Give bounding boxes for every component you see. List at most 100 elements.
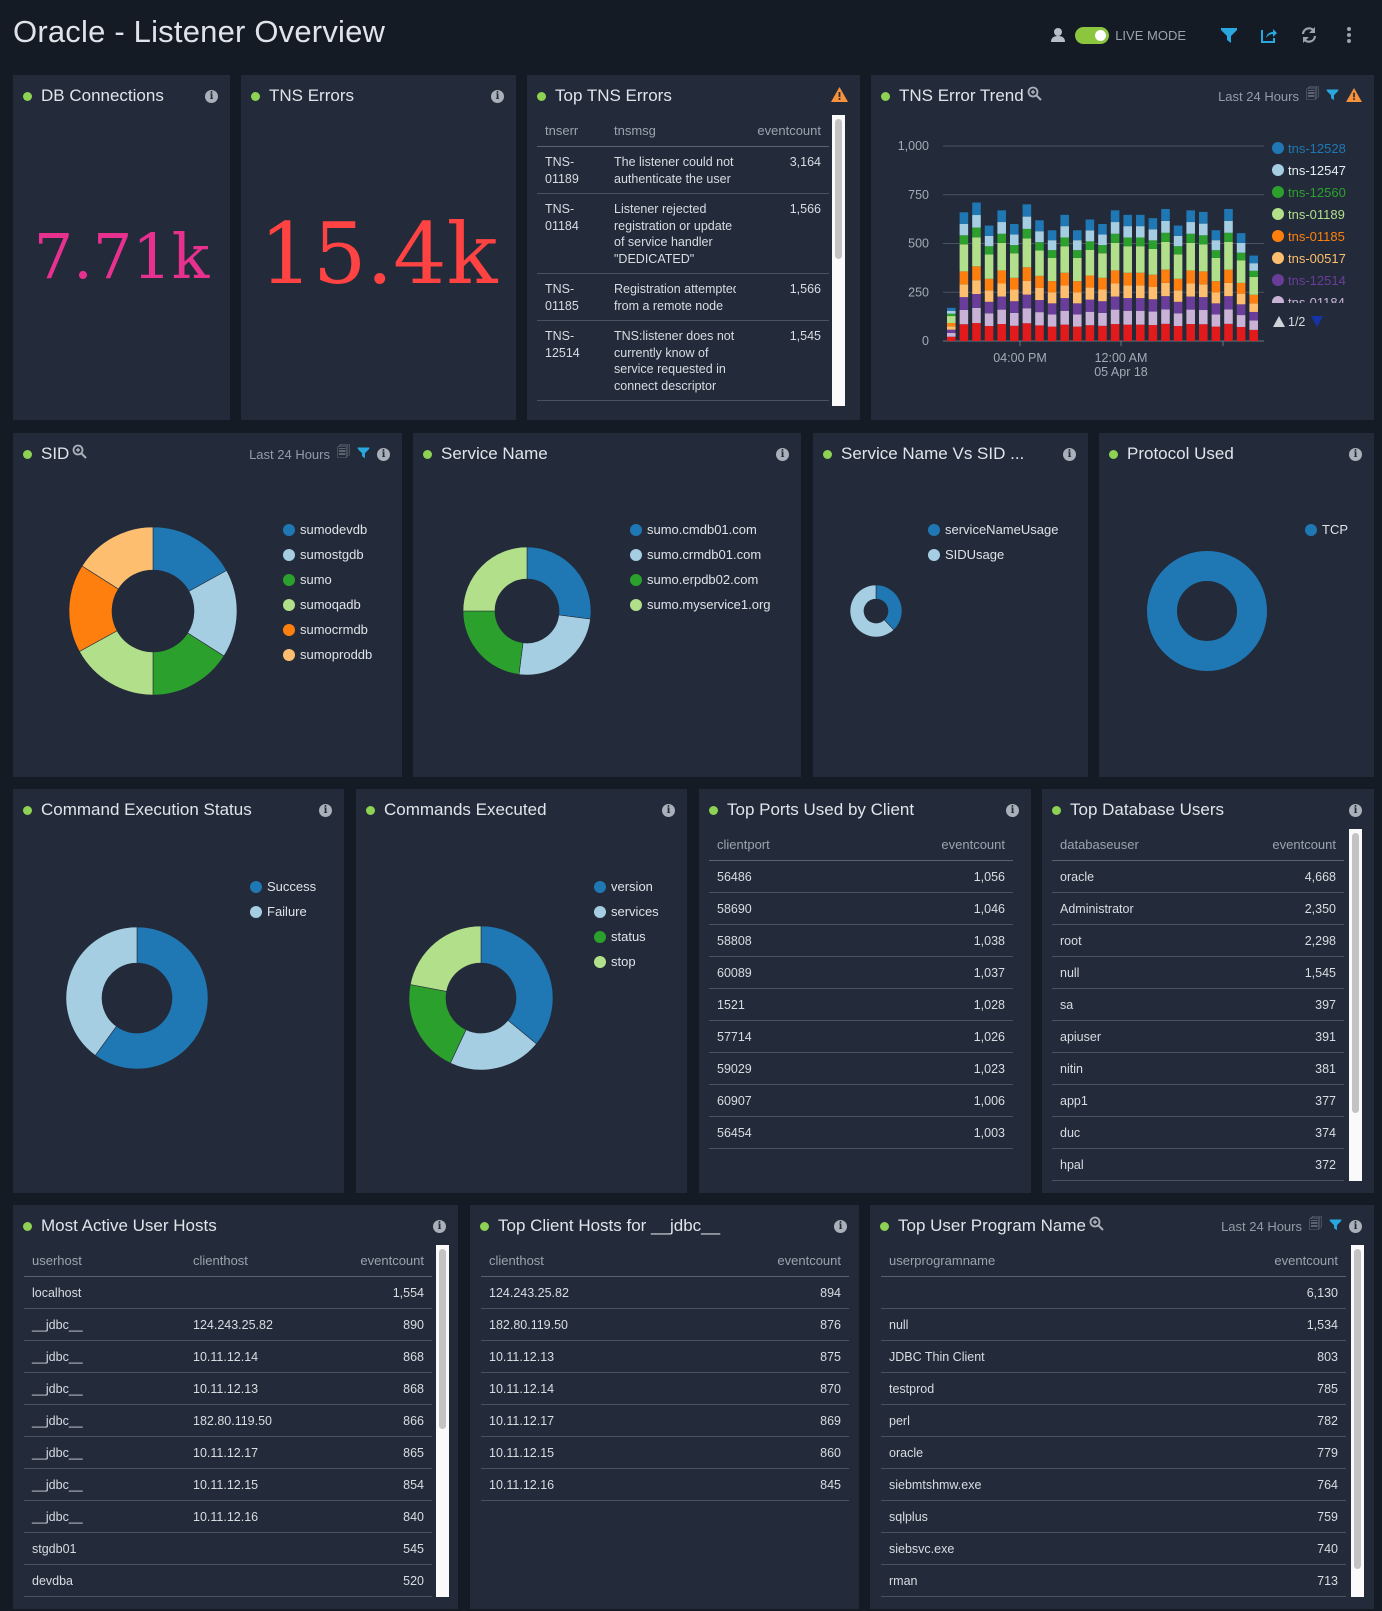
legend-item[interactable]: TCP (1305, 517, 1348, 542)
donut-slice-TCP[interactable] (1147, 551, 1267, 671)
table-row[interactable]: nitin 381 (1052, 1053, 1344, 1085)
bar-segment-tns-00517[interactable] (1010, 289, 1019, 302)
bar-segment-tns-01189[interactable] (1035, 250, 1044, 276)
table-row[interactable]: 57714 1,026 (709, 1021, 1013, 1053)
info-icon[interactable]: i (319, 803, 332, 817)
copy-icon[interactable]: 🗐 (1309, 1216, 1322, 1231)
warning-icon[interactable] (1346, 87, 1362, 105)
bar-segment-tns-12514[interactable] (1199, 297, 1208, 310)
bar-segment-tns-01185[interactable] (1249, 294, 1258, 304)
bar-segment-tns-00517[interactable] (1047, 292, 1057, 304)
legend-item[interactable]: SIDUsage (928, 542, 1058, 567)
bar-segment-tns-01185[interactable] (1236, 282, 1246, 294)
info-icon[interactable]: i (491, 89, 504, 103)
bar-segment-tns-01185[interactable] (1010, 277, 1019, 290)
bar-segment-tns-00517[interactable] (1211, 292, 1221, 304)
bar-segment-tns-01189[interactable] (1199, 244, 1208, 272)
bar-segment-tns-12528[interactable] (1136, 214, 1145, 227)
bar-segment-tns-01185[interactable] (1161, 269, 1170, 283)
bar-segment-tns-12547[interactable] (997, 222, 1006, 234)
bar-segment-tns-00517[interactable] (1161, 282, 1170, 297)
table-row[interactable]: __jdbc__ 10.11.12.16 840 (24, 1501, 432, 1533)
table-row[interactable]: 10.11.12.17 869 (481, 1405, 849, 1437)
column-header-eventcount[interactable]: eventcount (757, 123, 821, 138)
table-row[interactable]: TNS- 01185 Registration attempted from a … (537, 274, 829, 321)
table-row[interactable]: sqlplus 759 (881, 1501, 1346, 1533)
bar-segment-tns-01189[interactable] (1224, 241, 1233, 270)
bar-segment-tns-12528[interactable] (1047, 230, 1057, 241)
bar-segment-tns-12560[interactable] (1186, 233, 1195, 243)
bar-segment-tns-01184[interactable] (1199, 309, 1208, 325)
donut-slice-sumo.myservice1.org[interactable] (462, 546, 528, 612)
legend-item[interactable]: tns-12514 (1272, 273, 1346, 288)
table-row[interactable]: testprod 785 (881, 1373, 1346, 1405)
bar-segment-tns-01184[interactable] (1236, 315, 1246, 327)
bar-segment-tns-12514[interactable] (1161, 296, 1170, 310)
bar-segment-tns-12528[interactable] (1060, 214, 1069, 227)
bar-segment-tns-01185[interactable] (959, 271, 969, 285)
bar-segment-tns-01189[interactable] (947, 316, 956, 324)
zoom-icon[interactable] (1027, 86, 1042, 106)
donut-slice-serviceNameUsage[interactable] (875, 584, 903, 631)
bar-segment-tns-01189[interactable] (972, 237, 981, 267)
table-row[interactable]: 56454 1,003 (709, 1117, 1013, 1149)
filter-icon[interactable] (1329, 1218, 1342, 1234)
bar-segment-tns-01189[interactable] (1249, 276, 1258, 295)
bar-segment-tns-12547[interactable] (1136, 226, 1145, 238)
bar-segment-tns-12528[interactable] (1022, 204, 1032, 217)
bar-segment-tns-12560[interactable] (1123, 237, 1132, 247)
zoom-icon[interactable] (72, 444, 88, 464)
column-header-eventcount[interactable]: eventcount (360, 1253, 424, 1268)
legend-item[interactable]: sumostgdb (283, 542, 372, 567)
table-row[interactable]: TNS- 01189 The listener could not authent… (537, 147, 829, 194)
column-header-tnserr[interactable]: tnserr (545, 123, 579, 138)
legend-item[interactable]: sumocrmdb (283, 617, 372, 642)
legend-item[interactable]: sumoqadb (283, 592, 372, 617)
info-icon[interactable]: i (776, 447, 789, 461)
donut-slice-Success[interactable] (94, 926, 209, 1070)
legend-item[interactable]: sumo.erpdb02.com (630, 567, 771, 592)
bar-segment-tns-12528[interactable] (984, 225, 994, 236)
info-icon[interactable]: i (662, 803, 675, 817)
bar-segment-tns-00517[interactable] (1060, 285, 1069, 299)
column-header-eventcount[interactable]: eventcount (1272, 837, 1336, 852)
bar-segment-tns-01185[interactable] (1148, 274, 1158, 287)
bar-segment-series-8[interactable] (1161, 323, 1170, 341)
bar-segment-tns-12528[interactable] (1010, 224, 1019, 235)
table-row[interactable]: __jdbc__ 10.11.12.15 854 (24, 1469, 432, 1501)
table-row[interactable]: devdba 520 (24, 1565, 432, 1597)
legend-item[interactable]: tns-00517 (1272, 251, 1346, 266)
bar-segment-tns-12560[interactable] (984, 246, 994, 255)
bar-segment-tns-01184[interactable] (1186, 309, 1195, 325)
bar-segment-tns-12560[interactable] (1173, 246, 1183, 255)
bar-segment-tns-12560[interactable] (1098, 245, 1107, 254)
column-header-clienthost[interactable]: clienthost (489, 1253, 544, 1268)
bar-segment-tns-12547[interactable] (1148, 229, 1158, 241)
table-row[interactable]: 56486 1,056 (709, 861, 1013, 893)
bar-segment-tns-12528[interactable] (1236, 233, 1246, 243)
bar-segment-tns-12547[interactable] (1173, 235, 1183, 247)
bar-segment-tns-12528[interactable] (1073, 230, 1082, 241)
scrollbar[interactable] (1349, 829, 1362, 1181)
bar-segment-tns-12560[interactable] (959, 235, 969, 245)
bar-segment-tns-01185[interactable] (1199, 271, 1208, 285)
bar-segment-tns-01185[interactable] (1047, 281, 1057, 293)
bar-segment-tns-12547[interactable] (1224, 220, 1233, 233)
table-row[interactable]: 10.11.12.13 875 (481, 1341, 849, 1373)
donut-slice-stop[interactable] (409, 925, 482, 992)
bar-segment-tns-01185[interactable] (972, 266, 981, 281)
bar-segment-tns-12514[interactable] (997, 296, 1006, 310)
filter-icon[interactable] (1326, 88, 1339, 104)
scrollbar[interactable] (832, 115, 845, 406)
bar-segment-tns-12560[interactable] (1136, 237, 1145, 247)
bar-segment-tns-12528[interactable] (1161, 208, 1170, 221)
bar-segment-tns-12528[interactable] (1098, 224, 1107, 235)
table-row[interactable]: 124.243.25.82 894 (481, 1277, 849, 1309)
bar-segment-tns-01185[interactable] (947, 323, 956, 327)
donut-slice-sumo.crmdb01.com[interactable] (518, 614, 591, 676)
table-row[interactable]: siebmtshmw.exe 764 (881, 1469, 1346, 1501)
bar-segment-tns-01184[interactable] (1123, 310, 1132, 325)
bar-segment-tns-12560[interactable] (947, 313, 956, 317)
bar-segment-tns-12560[interactable] (1035, 242, 1044, 251)
donut-slice-SIDUsage[interactable] (849, 584, 895, 638)
